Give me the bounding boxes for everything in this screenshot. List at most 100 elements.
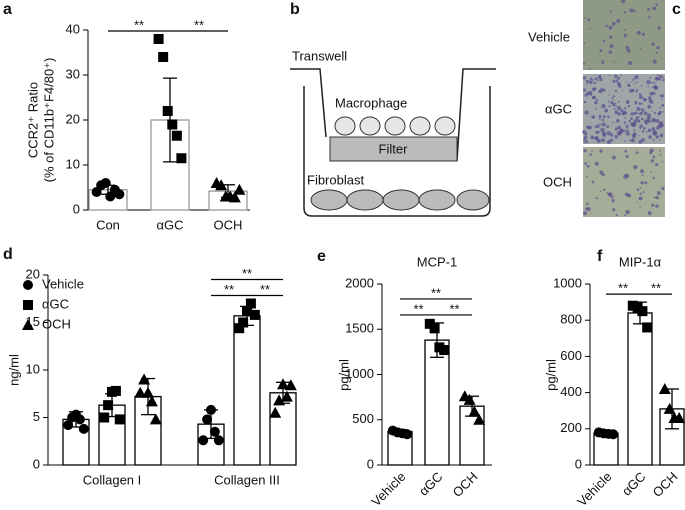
stain-spot bbox=[626, 129, 629, 132]
stain-spot bbox=[584, 110, 589, 115]
stain-spot bbox=[655, 163, 659, 167]
stain-spot bbox=[599, 170, 604, 175]
stain-spot bbox=[632, 78, 635, 81]
stain-spot bbox=[660, 94, 664, 98]
stain-spot bbox=[643, 111, 648, 116]
data-point bbox=[23, 280, 33, 290]
data-point bbox=[473, 413, 486, 425]
stain-spot bbox=[591, 180, 595, 184]
stain-spot bbox=[658, 121, 660, 123]
significance-label: ** bbox=[618, 281, 628, 296]
stain-spot bbox=[625, 209, 630, 215]
stain-spot bbox=[604, 108, 609, 113]
stain-spot bbox=[583, 211, 588, 216]
stain-spot bbox=[651, 86, 655, 89]
legend-label: OCH bbox=[42, 316, 71, 331]
data-point bbox=[149, 413, 162, 425]
stain-spot bbox=[631, 88, 635, 92]
stain-spot bbox=[638, 196, 643, 201]
data-point bbox=[429, 323, 440, 334]
stain-spot bbox=[584, 112, 586, 114]
stain-spot bbox=[642, 191, 645, 194]
stain-spot bbox=[640, 169, 645, 174]
stain-spot bbox=[596, 79, 599, 82]
stain-spot bbox=[611, 155, 616, 160]
stain-spot bbox=[612, 208, 616, 212]
stain-spot bbox=[599, 190, 602, 193]
stain-spot bbox=[647, 128, 652, 133]
stain-spot bbox=[650, 81, 653, 84]
y-tick-label: 5 bbox=[33, 409, 40, 424]
data-point bbox=[234, 323, 245, 334]
x-tick-label: αGC bbox=[416, 469, 446, 499]
stain-spot bbox=[594, 100, 598, 105]
stain-spot bbox=[589, 67, 592, 70]
stain-spot bbox=[592, 80, 594, 82]
stain-spot bbox=[635, 151, 639, 154]
stain-spot bbox=[611, 198, 615, 203]
stain-spot bbox=[617, 76, 621, 80]
stain-spot bbox=[650, 171, 653, 173]
data-point bbox=[202, 414, 213, 425]
stain-spot bbox=[637, 202, 639, 204]
stain-spot bbox=[631, 133, 636, 139]
data-point bbox=[114, 189, 125, 200]
stain-spot bbox=[621, 89, 624, 92]
stain-spot bbox=[596, 98, 599, 102]
stain-spot bbox=[656, 74, 659, 76]
x-tick-label: αGC bbox=[619, 469, 649, 499]
data-point bbox=[637, 306, 648, 317]
stain-spot bbox=[656, 126, 660, 130]
chart-title: MCP-1 bbox=[417, 254, 457, 269]
y-tick-label: 500 bbox=[352, 411, 374, 426]
stain-spot bbox=[658, 74, 663, 79]
macrophages bbox=[334, 116, 456, 136]
stain-spot bbox=[657, 191, 661, 195]
stain-spot bbox=[640, 181, 644, 185]
x-tick-label: OCH bbox=[450, 469, 481, 500]
stain-spot bbox=[659, 153, 662, 156]
stain-spot bbox=[622, 129, 626, 133]
stain-spot bbox=[607, 100, 610, 103]
stain-spot bbox=[650, 118, 655, 123]
significance-label: ** bbox=[242, 266, 252, 281]
stain-spot bbox=[614, 74, 618, 79]
stain-spot bbox=[600, 127, 605, 133]
stain-spot bbox=[649, 151, 653, 155]
stain-spot bbox=[661, 103, 665, 107]
stain-spot bbox=[615, 102, 617, 105]
significance-label: ** bbox=[413, 301, 423, 316]
stain-spot bbox=[634, 100, 638, 105]
stain-spot bbox=[589, 153, 593, 156]
stain-spot bbox=[652, 6, 657, 11]
stain-spot bbox=[657, 26, 661, 30]
stain-spot bbox=[644, 98, 647, 101]
stain-spot bbox=[602, 115, 606, 119]
stain-spot bbox=[640, 117, 644, 121]
stain-spot bbox=[639, 111, 643, 116]
stain-spot bbox=[626, 48, 631, 53]
y-tick-label: 2000 bbox=[345, 275, 374, 290]
stain-spot bbox=[583, 100, 587, 104]
stain-spot bbox=[616, 18, 621, 24]
stain-spot bbox=[638, 139, 643, 144]
data-point bbox=[198, 435, 209, 446]
chart-title: MIP-1α bbox=[619, 254, 662, 269]
stain-spot bbox=[615, 79, 619, 82]
stain-spot bbox=[614, 127, 619, 131]
micrographs bbox=[582, 0, 665, 217]
y-axis-label: pg/ml bbox=[336, 359, 351, 391]
stain-spot bbox=[582, 62, 586, 65]
y-tick-label: 1000 bbox=[553, 275, 582, 290]
stain-spot bbox=[650, 159, 654, 163]
stain-spot bbox=[654, 197, 656, 199]
stain-spot bbox=[583, 138, 587, 142]
data-point bbox=[145, 395, 158, 407]
stain-spot bbox=[635, 90, 638, 93]
stain-spot bbox=[595, 197, 598, 200]
stain-spot bbox=[647, 119, 651, 123]
x-tick-label: Collagen III bbox=[214, 472, 280, 487]
stain-spot bbox=[602, 60, 605, 62]
stain-spot bbox=[609, 133, 614, 137]
y-tick-label: 0 bbox=[73, 201, 80, 216]
